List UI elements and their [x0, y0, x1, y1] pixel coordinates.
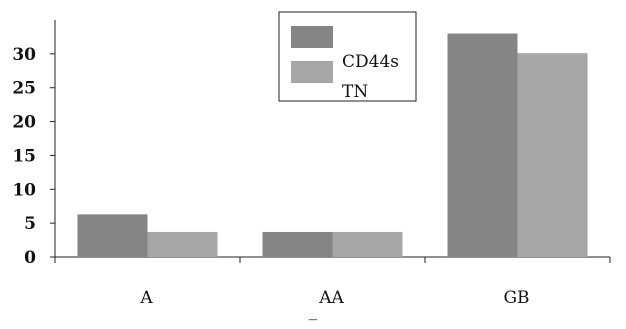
x-tick-label-a: A: [139, 288, 153, 308]
y-tick-label: 15: [12, 146, 36, 166]
y-tick-label: 10: [12, 180, 36, 200]
legend: CD44s TN: [278, 11, 417, 102]
y-tick-label: 25: [12, 79, 36, 99]
bar-a-tn: [147, 231, 218, 257]
bars: [77, 33, 588, 258]
legend-swatch-cd44s: [291, 26, 333, 48]
y-ticks: 0 5 10 15 20 25 30: [12, 45, 55, 268]
x-tick-label-gb: GB: [503, 288, 529, 308]
y-tick-label: 30: [12, 45, 36, 65]
bar-a-cd44s: [77, 214, 148, 257]
legend-label-tn: TN: [342, 82, 368, 102]
bar-gb-tn: [517, 53, 588, 258]
bar-aa-tn: [332, 231, 403, 257]
legend-swatch-tn: [291, 61, 333, 83]
bar-gb-cd44s: [447, 33, 518, 257]
x-ticks: A AA GB: [54, 257, 611, 308]
footer-mark: _: [309, 301, 318, 321]
y-tick-label: 5: [24, 214, 36, 234]
bar-aa-cd44s: [262, 231, 333, 257]
y-tick-label: 20: [12, 113, 36, 133]
y-tick-label: 0: [24, 248, 36, 268]
legend-label-cd44s: CD44s: [342, 52, 399, 72]
x-tick-label-aa: AA: [318, 288, 344, 308]
